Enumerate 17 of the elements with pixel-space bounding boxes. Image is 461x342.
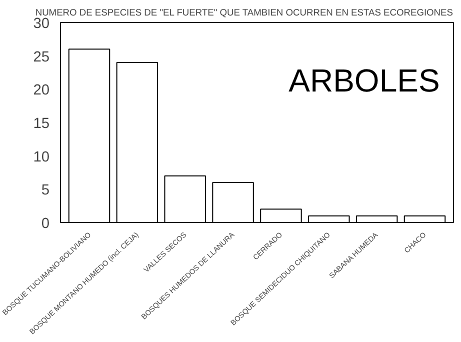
bar: [212, 182, 254, 222]
annotation: ARBOLES: [288, 62, 440, 98]
bar: [164, 175, 206, 222]
bar: [308, 215, 350, 222]
bar: [404, 215, 446, 222]
y-tick-label: 10: [33, 149, 50, 166]
bar: [260, 208, 302, 222]
chart-title: NUMERO DE ESPECIES DE "EL FUERTE" QUE TAMBIEN OCURREN EN ESTAS ECOREGIONES: [35, 8, 453, 18]
y-tick-label: 25: [33, 49, 50, 66]
y-tick-label: 5: [41, 182, 50, 199]
y-tick-label: 30: [33, 16, 50, 32]
y-tick-label: 20: [33, 82, 50, 99]
bar: [116, 62, 158, 222]
y-tick-label: 0: [41, 216, 50, 232]
y-tick-label: 15: [33, 116, 50, 132]
bar: [68, 48, 110, 222]
bar: [356, 215, 398, 222]
